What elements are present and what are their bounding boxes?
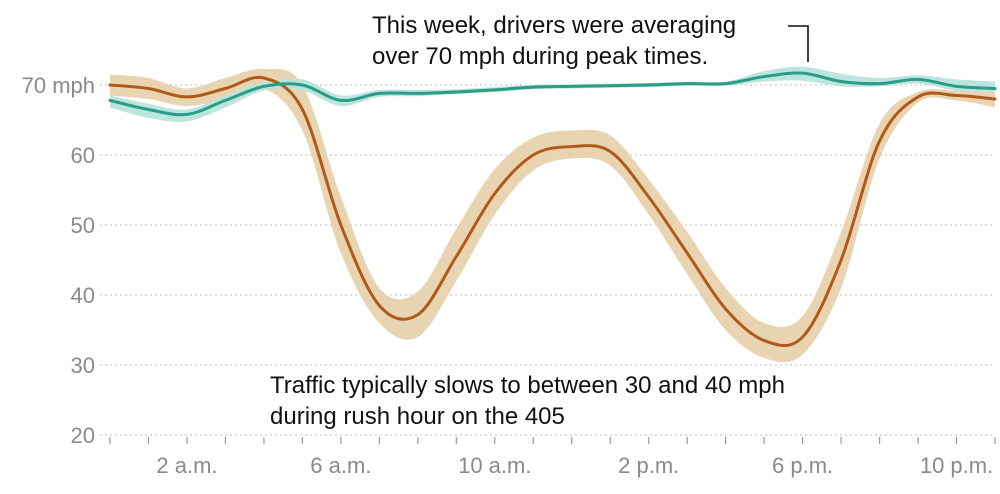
x-axis: 2 a.m. 6 a.m. 10 a.m. 2 p.m. 6 p.m. 10 p.m. bbox=[109, 437, 996, 478]
x-tick-label-14: 2 p.m. bbox=[618, 453, 679, 478]
this-week-annotation-line-1: This week, drivers were averaging bbox=[372, 12, 736, 39]
x-tick-label-6: 6 a.m. bbox=[310, 453, 371, 478]
series-lines bbox=[108, 71, 997, 348]
rush-hour-annotation: Traffic typically slows to between 30 an… bbox=[270, 372, 785, 430]
typical-band bbox=[110, 68, 995, 363]
y-tick-label-50: 50 bbox=[71, 213, 95, 238]
y-axis-labels: 70 mph 60 50 40 30 20 bbox=[22, 73, 95, 448]
y-tick-label-40: 40 bbox=[71, 283, 95, 308]
this-week-annotation-line-2: over 70 mph during peak times. bbox=[372, 43, 708, 70]
x-tick-label-22: 10 p.m. bbox=[920, 453, 993, 478]
rush-hour-annotation-line-1: Traffic typically slows to between 30 an… bbox=[270, 372, 785, 399]
x-tick-label-18: 6 p.m. bbox=[772, 453, 833, 478]
y-tick-label-70: 70 mph bbox=[22, 73, 95, 98]
typical-line bbox=[108, 75, 997, 348]
this-week-annotation-leader bbox=[788, 25, 809, 62]
confidence-bands bbox=[110, 66, 995, 363]
this-week-annotation: This week, drivers were averaging over 7… bbox=[372, 12, 809, 70]
y-tick-label-60: 60 bbox=[71, 143, 95, 168]
this-week-line bbox=[108, 71, 997, 117]
x-tick-label-10: 10 a.m. bbox=[458, 453, 531, 478]
y-tick-label-30: 30 bbox=[71, 353, 95, 378]
this-week-band bbox=[110, 66, 995, 122]
y-tick-label-20: 20 bbox=[71, 423, 95, 448]
rush-hour-annotation-line-2: during rush hour on the 405 bbox=[270, 403, 565, 430]
x-tick-label-2: 2 a.m. bbox=[156, 453, 217, 478]
